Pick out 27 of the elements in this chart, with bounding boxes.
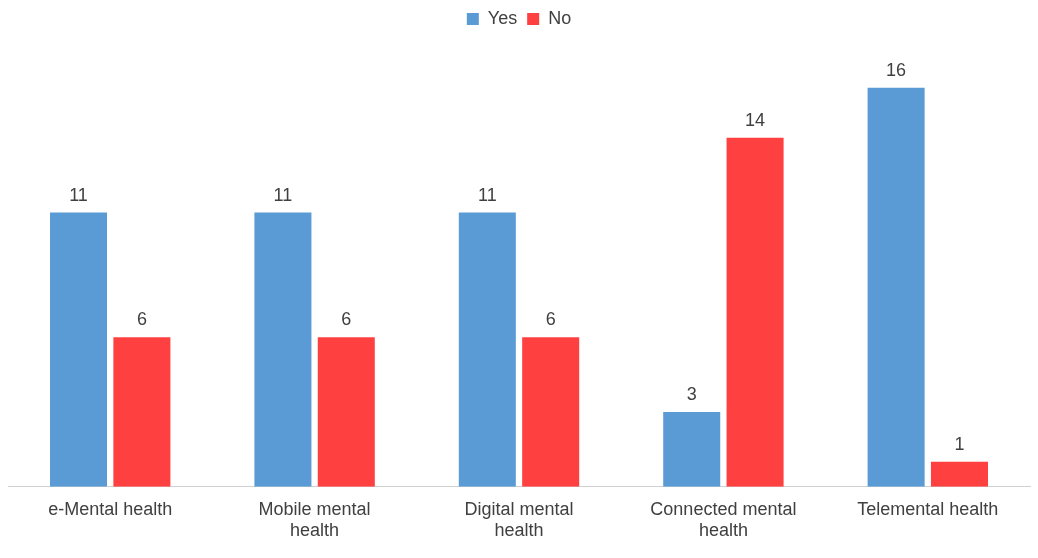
x-tick-label: Mobile mental health [258, 498, 371, 541]
bar [458, 212, 516, 487]
legend-label: Yes [487, 7, 518, 28]
bar [254, 212, 312, 487]
x-tick-label: Telemental health [857, 498, 999, 519]
data-label: 11 [69, 184, 88, 205]
bar [726, 137, 784, 487]
x-tick-label: e-Mental health [48, 498, 173, 519]
data-label: 3 [686, 383, 697, 404]
data-label: 11 [477, 184, 497, 205]
data-label: 14 [745, 109, 766, 130]
bar [522, 337, 580, 487]
x-tick-label: Connected mental health [650, 498, 797, 541]
bar [50, 212, 108, 487]
data-label: 16 [886, 59, 907, 80]
bar [663, 412, 721, 487]
data-label: 1 [954, 433, 965, 454]
bar [867, 87, 925, 487]
legend-label: No [548, 7, 572, 28]
bar [317, 337, 375, 487]
data-label: 6 [545, 309, 556, 330]
bar [113, 337, 171, 487]
data-label: 6 [136, 309, 147, 330]
x-tick-label: Digital mental health [464, 498, 574, 541]
data-label: 6 [341, 309, 352, 330]
data-label: 11 [273, 184, 293, 205]
bar [930, 461, 988, 487]
